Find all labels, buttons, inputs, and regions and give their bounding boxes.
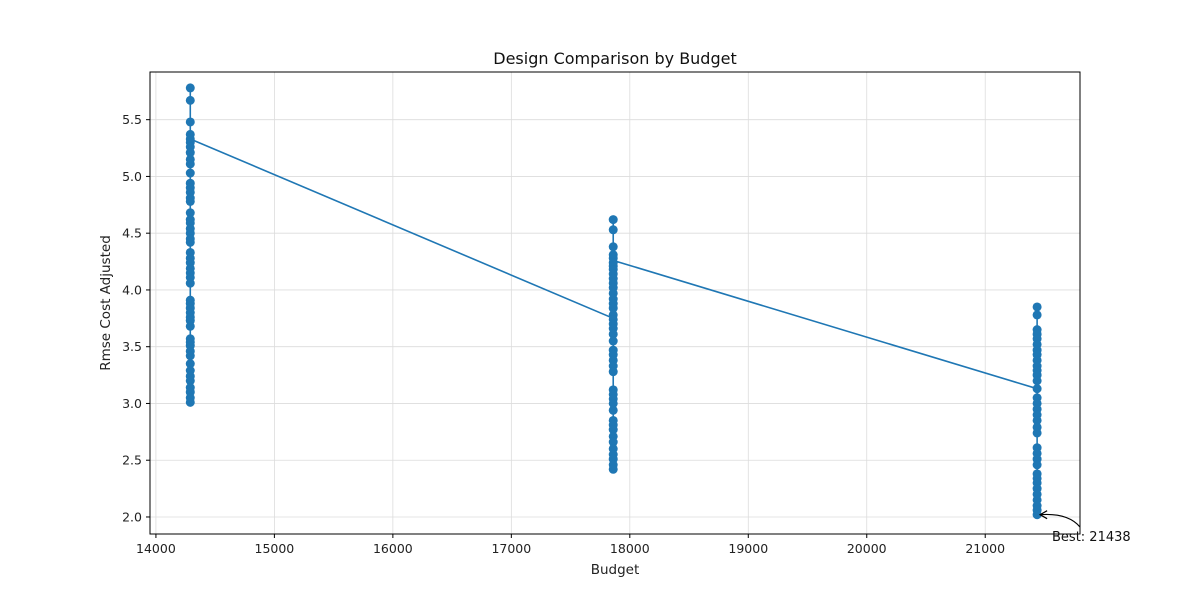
y-tick-label: 2.0	[122, 509, 142, 524]
data-point	[1032, 510, 1042, 520]
data-points	[185, 83, 1042, 520]
y-tick-label: 3.5	[122, 339, 142, 354]
data-point	[608, 225, 618, 235]
x-tick-label: 14000	[136, 541, 176, 556]
data-point	[608, 464, 618, 474]
x-tick-label: 18000	[610, 541, 650, 556]
annotation-text: Best: 21438	[1052, 530, 1131, 545]
data-point	[1032, 302, 1042, 312]
data-point	[1032, 384, 1042, 394]
x-tick-label: 15000	[255, 541, 295, 556]
data-point	[185, 278, 195, 288]
data-point	[1032, 428, 1042, 438]
y-tick-label: 3.0	[122, 396, 142, 411]
data-point	[608, 405, 618, 415]
x-tick-label: 17000	[491, 541, 531, 556]
data-point	[185, 117, 195, 127]
data-point	[1032, 376, 1042, 386]
y-tick-label: 2.5	[122, 453, 142, 468]
data-point	[608, 437, 618, 447]
data-point	[608, 215, 618, 225]
data-point	[608, 303, 618, 313]
data-point	[185, 351, 195, 361]
y-tick-label: 4.5	[122, 226, 142, 241]
annotation-arrow	[1040, 513, 1081, 528]
y-axis: 2.0 2.5 3.0 3.5 4.0 4.5 5.0 5.5	[122, 112, 150, 524]
data-point	[185, 159, 195, 169]
data-point	[1032, 460, 1042, 470]
x-tick-label: 16000	[373, 541, 413, 556]
y-axis-label: Rmse Cost Adjusted	[98, 235, 114, 371]
data-point	[185, 376, 195, 386]
data-point	[608, 336, 618, 346]
data-point	[185, 397, 195, 407]
data-point	[608, 242, 618, 252]
chart-title: Design Comparison by Budget	[493, 49, 736, 68]
data-point	[185, 83, 195, 93]
data-point	[185, 208, 195, 218]
data-point	[1032, 310, 1042, 320]
annotation: Best: 21438	[1038, 510, 1131, 545]
data-point	[185, 95, 195, 105]
data-point	[608, 329, 618, 339]
data-point	[608, 398, 618, 408]
data-point	[608, 425, 618, 435]
y-tick-label: 4.0	[122, 282, 142, 297]
data-point	[1032, 415, 1042, 425]
data-point	[185, 359, 195, 369]
x-tick-label: 20000	[847, 541, 887, 556]
data-point	[185, 168, 195, 178]
data-point	[185, 321, 195, 331]
data-point	[608, 367, 618, 377]
x-tick-label: 21000	[965, 541, 1005, 556]
x-axis-label: Budget	[591, 562, 640, 578]
x-axis: 14000 15000 16000 17000 18000 19000 20000 21000	[136, 534, 1005, 556]
x-tick-label: 19000	[728, 541, 768, 556]
y-tick-label: 5.5	[122, 112, 142, 127]
plot-frame	[149, 71, 1081, 535]
y-tick-label: 5.0	[122, 169, 142, 184]
data-point	[185, 196, 195, 206]
annotation-arrowhead	[1038, 510, 1048, 520]
data-point	[185, 148, 195, 158]
data-point	[185, 237, 195, 247]
